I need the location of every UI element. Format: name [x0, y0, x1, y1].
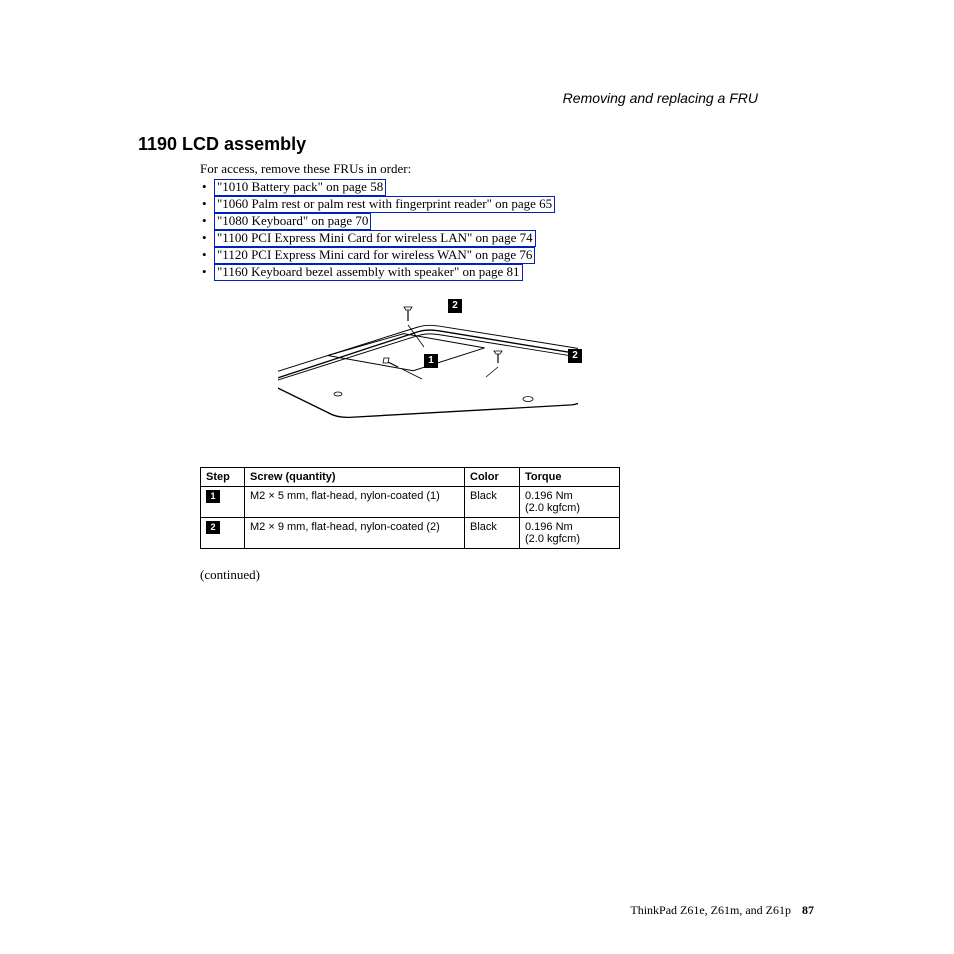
list-item: "1100 PCI Express Mini Card for wireless… — [200, 230, 818, 247]
section-title: 1190 LCD assembly — [138, 134, 818, 155]
cross-ref-link[interactable]: "1010 Battery pack" on page 58 — [214, 179, 386, 196]
torque-nm: 0.196 Nm — [525, 490, 573, 502]
list-item: "1060 Palm rest or palm rest with finger… — [200, 196, 818, 213]
page-footer: ThinkPad Z61e, Z61m, and Z61p 87 — [630, 903, 814, 918]
intro-paragraph: For access, remove these FRUs in order: — [200, 161, 818, 177]
diagram-callout: 2 — [448, 299, 462, 313]
col-header-step: Step — [201, 467, 245, 486]
page-content: Removing and replacing a FRU 1190 LCD as… — [138, 90, 818, 583]
table-row: 2 M2 × 9 mm, flat-head, nylon-coated (2)… — [201, 517, 620, 548]
table-header-row: Step Screw (quantity) Color Torque — [201, 467, 620, 486]
diagram-callout: 2 — [568, 349, 582, 363]
laptop-base-illustration — [278, 299, 578, 449]
list-item: "1120 PCI Express Mini card for wireless… — [200, 247, 818, 264]
color-cell: Black — [465, 486, 520, 517]
color-cell: Black — [465, 517, 520, 548]
torque-nm: 0.196 Nm — [525, 521, 573, 533]
list-item: "1160 Keyboard bezel assembly with speak… — [200, 264, 818, 281]
list-item: "1080 Keyboard" on page 70 — [200, 213, 818, 230]
fru-links-list: "1010 Battery pack" on page 58 "1060 Pal… — [200, 179, 818, 281]
screw-cell: M2 × 9 mm, flat-head, nylon-coated (2) — [245, 517, 465, 548]
footer-product-name: ThinkPad Z61e, Z61m, and Z61p — [630, 903, 791, 917]
cross-ref-link[interactable]: "1080 Keyboard" on page 70 — [214, 213, 371, 230]
col-header-screw: Screw (quantity) — [245, 467, 465, 486]
screw-cell: M2 × 5 mm, flat-head, nylon-coated (1) — [245, 486, 465, 517]
torque-kgfcm: (2.0 kgfcm) — [525, 502, 580, 514]
cross-ref-link[interactable]: "1160 Keyboard bezel assembly with speak… — [214, 264, 523, 281]
step-number-badge: 2 — [206, 521, 220, 534]
torque-cell: 0.196 Nm (2.0 kgfcm) — [520, 517, 620, 548]
col-header-torque: Torque — [520, 467, 620, 486]
diagram-callout: 1 — [424, 354, 438, 368]
cross-ref-link[interactable]: "1120 PCI Express Mini card for wireless… — [214, 247, 535, 264]
step-cell: 2 — [201, 517, 245, 548]
cross-ref-link[interactable]: "1060 Palm rest or palm rest with finger… — [214, 196, 555, 213]
page-number: 87 — [802, 903, 814, 917]
step-cell: 1 — [201, 486, 245, 517]
step-number-badge: 1 — [206, 490, 220, 503]
continued-indicator: (continued) — [200, 567, 818, 583]
table-row: 1 M2 × 5 mm, flat-head, nylon-coated (1)… — [201, 486, 620, 517]
running-header: Removing and replacing a FRU — [138, 90, 818, 106]
col-header-color: Color — [465, 467, 520, 486]
cross-ref-link[interactable]: "1100 PCI Express Mini Card for wireless… — [214, 230, 536, 247]
screw-spec-table: Step Screw (quantity) Color Torque 1 M2 … — [200, 467, 620, 549]
torque-cell: 0.196 Nm (2.0 kgfcm) — [520, 486, 620, 517]
assembly-diagram: 2 1 2 — [278, 299, 578, 449]
list-item: "1010 Battery pack" on page 58 — [200, 179, 818, 196]
torque-kgfcm: (2.0 kgfcm) — [525, 533, 580, 545]
